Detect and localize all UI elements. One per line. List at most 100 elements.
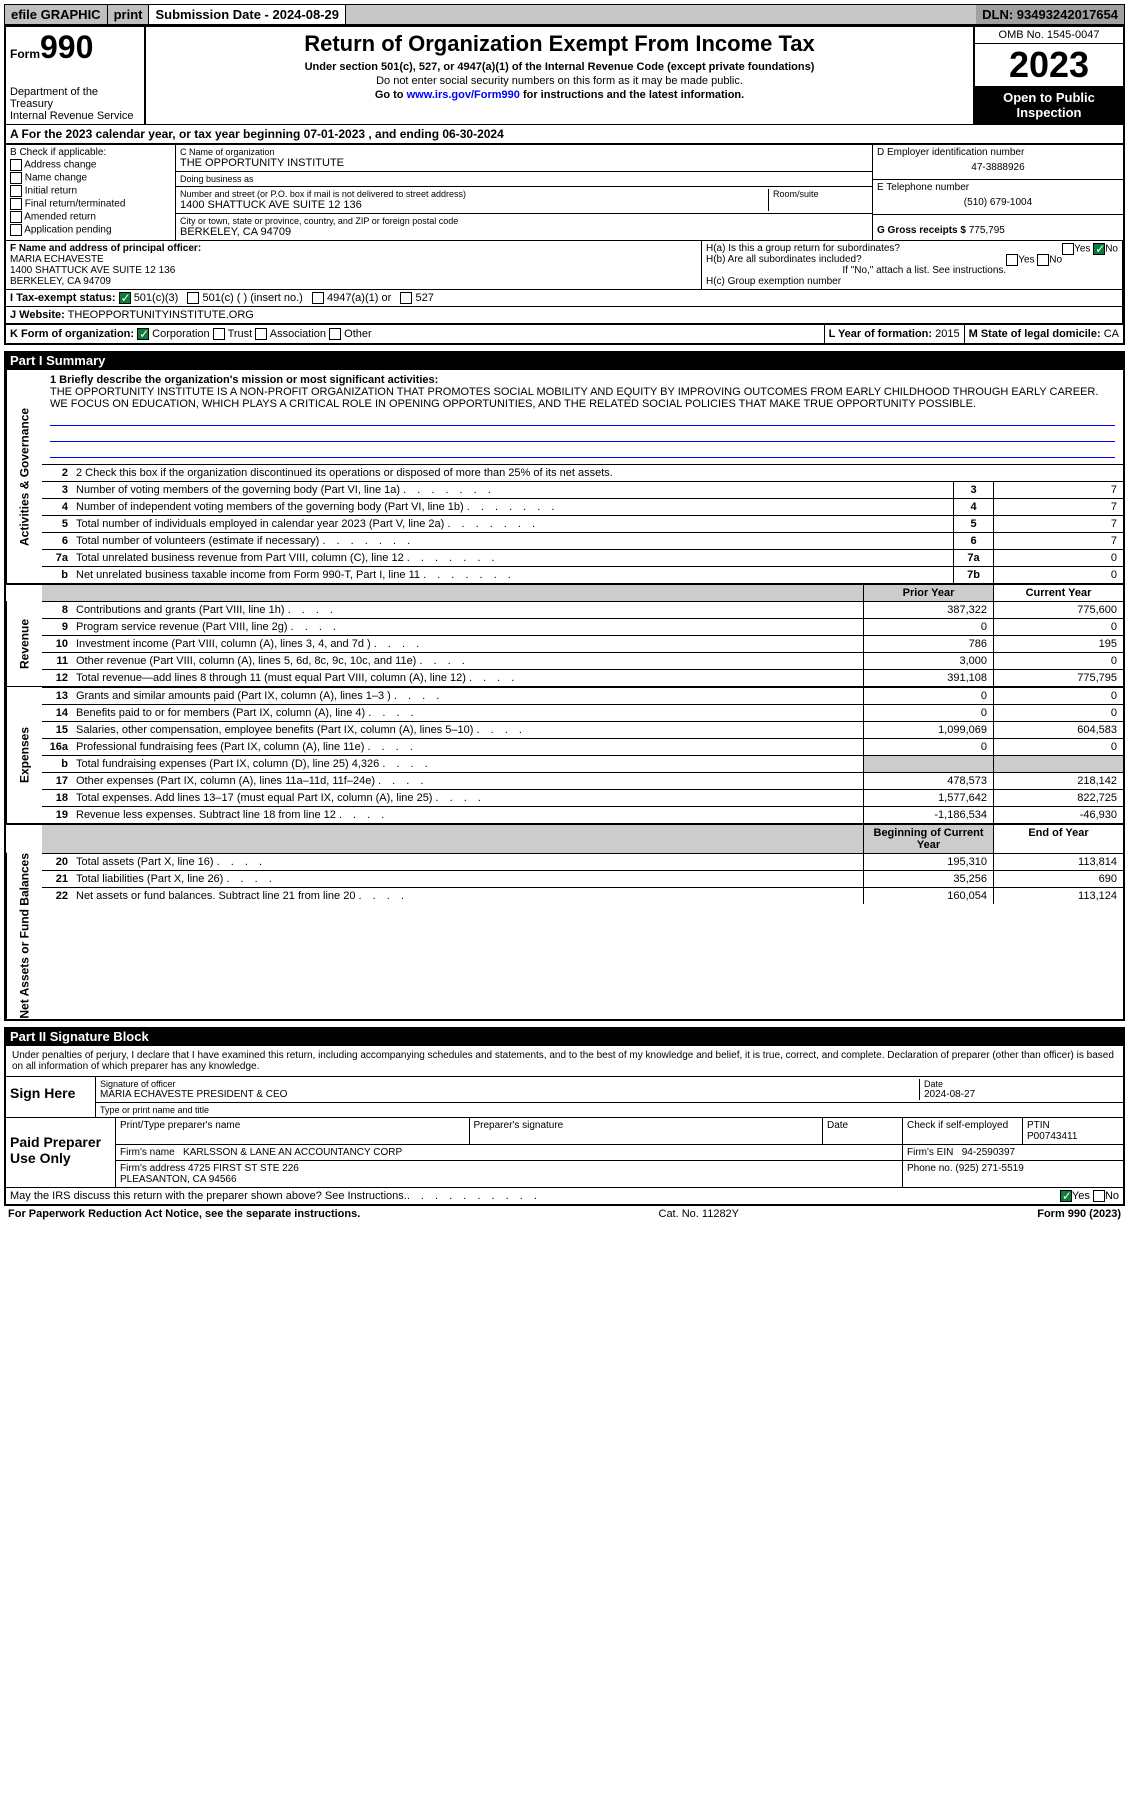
- officer-addr: 1400 SHATTUCK AVE SUITE 12 136 BERKELEY,…: [10, 265, 697, 287]
- table-row: 3Number of voting members of the governi…: [42, 481, 1123, 498]
- side-expenses: Expenses: [6, 687, 42, 823]
- table-row: 13Grants and similar amounts paid (Part …: [42, 687, 1123, 704]
- side-governance: Activities & Governance: [6, 370, 42, 583]
- 501c3-checkbox[interactable]: [119, 292, 131, 304]
- table-row: bNet unrelated business taxable income f…: [42, 566, 1123, 583]
- mission-text: THE OPPORTUNITY INSTITUTE IS A NON-PROFI…: [50, 386, 1115, 410]
- box-f: F Name and address of principal officer:…: [6, 241, 702, 289]
- discuss-no-checkbox[interactable]: [1093, 1190, 1105, 1202]
- dln: DLN: 93493242017654: [976, 5, 1124, 24]
- cat-no: Cat. No. 11282Y: [659, 1208, 740, 1220]
- sig-officer-label: Signature of officer: [100, 1079, 919, 1089]
- irs-link[interactable]: www.irs.gov/Form990: [407, 89, 520, 101]
- table-row: 8Contributions and grants (Part VIII, li…: [42, 601, 1123, 618]
- ha-yes-checkbox[interactable]: [1062, 243, 1074, 255]
- hb-yes-checkbox[interactable]: [1006, 254, 1018, 266]
- table-row: 20Total assets (Part X, line 16) . . . .…: [42, 853, 1123, 870]
- sig-officer: MARIA ECHAVESTE PRESIDENT & CEO: [100, 1089, 919, 1100]
- checkbox[interactable]: [10, 224, 22, 236]
- print-btn[interactable]: print: [108, 5, 150, 24]
- assoc-checkbox[interactable]: [255, 328, 267, 340]
- trust-checkbox[interactable]: [213, 328, 225, 340]
- submission-date: Submission Date - 2024-08-29: [149, 5, 346, 24]
- 501c-checkbox[interactable]: [187, 292, 199, 304]
- firm-phone: (925) 271-5519: [955, 1163, 1023, 1174]
- form-header: Form990 Department of the Treasury Inter…: [4, 25, 1125, 124]
- discuss-row: May the IRS discuss this return with the…: [6, 1187, 1123, 1204]
- ha-no-checkbox[interactable]: [1093, 243, 1105, 255]
- checkbox[interactable]: [10, 172, 22, 184]
- box-b-option: Address change: [10, 159, 171, 171]
- brief-label: 1 Briefly describe the organization's mi…: [50, 374, 1115, 386]
- box-b-option: Application pending: [10, 224, 171, 236]
- block-fhij: F Name and address of principal officer:…: [4, 240, 1125, 325]
- checkbox[interactable]: [10, 211, 22, 223]
- dept-treasury: Department of the Treasury Internal Reve…: [10, 86, 140, 122]
- 527-checkbox[interactable]: [400, 292, 412, 304]
- gross-receipts: 775,795: [969, 225, 1005, 236]
- corp-checkbox[interactable]: [137, 328, 149, 340]
- table-row: 7aTotal unrelated business revenue from …: [42, 549, 1123, 566]
- table-row: 15Salaries, other compensation, employee…: [42, 721, 1123, 738]
- ein-label: D Employer identification number: [877, 147, 1119, 158]
- part1-header: Part I Summary: [4, 351, 1125, 370]
- line2-text: 2 Check this box if the organization dis…: [76, 467, 613, 479]
- ptin-label: PTIN: [1027, 1120, 1050, 1131]
- block-bcd: B Check if applicable: Address change Na…: [4, 145, 1125, 240]
- prep-sig-label: Preparer's signature: [474, 1120, 564, 1131]
- footer: For Paperwork Reduction Act Notice, see …: [4, 1206, 1125, 1222]
- section-a: A For the 2023 calendar year, or tax yea…: [4, 124, 1125, 145]
- hb-no-checkbox[interactable]: [1037, 254, 1049, 266]
- table-row: 14Benefits paid to or for members (Part …: [42, 704, 1123, 721]
- prep-self-label: Check if self-employed: [907, 1120, 1008, 1131]
- gross-label: G Gross receipts $: [877, 225, 966, 236]
- table-row: 6Total number of volunteers (estimate if…: [42, 532, 1123, 549]
- date-label: Date: [924, 1079, 1119, 1089]
- state-domicile: CA: [1104, 328, 1119, 340]
- checkbox[interactable]: [10, 159, 22, 171]
- table-row: 22Net assets or fund balances. Subtract …: [42, 887, 1123, 904]
- city: BERKELEY, CA 94709: [180, 226, 868, 238]
- 4947-checkbox[interactable]: [312, 292, 324, 304]
- table-row: 10Investment income (Part VIII, column (…: [42, 635, 1123, 652]
- checkbox[interactable]: [10, 198, 22, 210]
- table-row: 21Total liabilities (Part X, line 26) . …: [42, 870, 1123, 887]
- officer-label: F Name and address of principal officer:: [10, 243, 697, 254]
- part1-body: Activities & Governance 1 Briefly descri…: [4, 370, 1125, 1021]
- perjury-text: Under penalties of perjury, I declare th…: [6, 1046, 1123, 1076]
- paid-prep-label: Paid Preparer Use Only: [6, 1118, 116, 1187]
- side-revenue: Revenue: [6, 601, 42, 686]
- table-row: 18Total expenses. Add lines 13–17 (must …: [42, 789, 1123, 806]
- table-row: 11Other revenue (Part VIII, column (A), …: [42, 652, 1123, 669]
- officer-name: MARIA ECHAVESTE: [10, 254, 697, 265]
- efile-btn[interactable]: efile GRAPHIC: [5, 5, 108, 24]
- sign-here-label: Sign Here: [6, 1077, 96, 1117]
- discuss-yes-checkbox[interactable]: [1060, 1190, 1072, 1202]
- checkbox[interactable]: [10, 185, 22, 197]
- other-checkbox[interactable]: [329, 328, 341, 340]
- row-j: J Website: THEOPPORTUNITYINSTITUTE.ORG: [6, 306, 1122, 323]
- row-i: I Tax-exempt status: 501(c)(3) 501(c) ( …: [6, 289, 1122, 306]
- table-row: 5Total number of individuals employed in…: [42, 515, 1123, 532]
- ssn-warning: Do not enter social security numbers on …: [150, 75, 969, 87]
- ptin: P00743411: [1027, 1131, 1077, 1142]
- prep-name-label: Print/Type preparer's name: [120, 1120, 240, 1131]
- org-name: THE OPPORTUNITY INSTITUTE: [180, 157, 868, 169]
- row-klm: K Form of organization: Corporation Trus…: [4, 325, 1125, 345]
- hb-label: H(b) Are all subordinates included?: [706, 254, 862, 265]
- hb-note: If "No," attach a list. See instructions…: [706, 265, 1118, 276]
- top-bar: efile GRAPHIC print Submission Date - 20…: [4, 4, 1125, 25]
- type-name-label: Type or print name and title: [100, 1105, 1119, 1115]
- addr-label: Number and street (or P.O. box if mail i…: [180, 189, 768, 199]
- side-netassets: Net Assets or Fund Balances: [6, 853, 42, 1019]
- return-subtitle: Under section 501(c), 527, or 4947(a)(1)…: [150, 61, 969, 73]
- box-b: B Check if applicable: Address change Na…: [6, 145, 176, 240]
- col-eoy: End of Year: [993, 825, 1123, 853]
- omb-number: OMB No. 1545-0047: [975, 27, 1123, 44]
- table-row: 17Other expenses (Part IX, column (A), l…: [42, 772, 1123, 789]
- box-b-title: B Check if applicable:: [10, 147, 171, 158]
- ha-label: H(a) Is this a group return for subordin…: [706, 243, 900, 254]
- dba-label: Doing business as: [180, 174, 868, 184]
- city-label: City or town, state or province, country…: [180, 216, 868, 226]
- return-title: Return of Organization Exempt From Incom…: [150, 31, 969, 57]
